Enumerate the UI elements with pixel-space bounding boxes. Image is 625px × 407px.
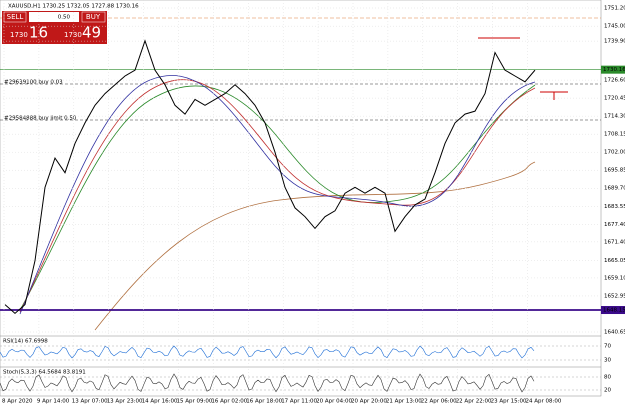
buy-button[interactable]: [81, 11, 106, 23]
oscillator: [0, 373, 535, 393]
stoch-level: 20: [604, 388, 611, 394]
trade-panel: SELL 0.50 BUY 1730 16 1730 49: [2, 11, 107, 44]
moving-average: [19, 84, 536, 311]
sell-button[interactable]: [3, 11, 27, 23]
price-label: 1671.40: [604, 239, 625, 245]
price-label: 1695.85: [604, 168, 625, 174]
moving-average: [94, 161, 536, 331]
price-label: 1702.00: [604, 150, 625, 156]
time-label: 8 Apr 2020: [2, 399, 33, 405]
sell-label: SELL: [7, 13, 24, 21]
time-label: 14 Apr 16:00: [142, 399, 178, 405]
time-label: 13 Apr 23:00: [107, 399, 143, 405]
price-label: 1745.00: [604, 24, 625, 30]
price-label: 1708.15: [604, 132, 625, 138]
oscillator: [0, 345, 535, 359]
time-label: 24 Apr 08:00: [526, 399, 562, 405]
time-label: 20 Apr 20:00: [351, 399, 387, 405]
price-label: 1739.90: [604, 39, 625, 45]
order-label: #29584888 buy limit 0.50: [4, 116, 77, 122]
time-label: 9 Apr 14:00: [37, 399, 70, 405]
stoch-label: Stoch(5,3,3) 64.5684 83.8191: [3, 370, 86, 376]
time-label: 20 Apr 04:00: [316, 399, 352, 405]
time-label: 22 Apr 22:00: [456, 399, 492, 405]
price-label: 1720.45: [604, 96, 625, 102]
time-label: 21 Apr 13:00: [386, 399, 422, 405]
ask-big: 1730: [64, 31, 82, 39]
support-price: 1648.15: [603, 308, 625, 314]
current-price-box: [601, 65, 625, 74]
time-label: 22 Apr 06:00: [421, 399, 457, 405]
drawn-marks: [478, 37, 568, 100]
time-label: 13 Apr 07:00: [72, 399, 108, 405]
buy-label: BUY: [86, 13, 101, 21]
price-label: 1683.55: [604, 204, 625, 210]
time-label: 15 Apr 09:00: [177, 399, 213, 405]
price-label: 1652.95: [604, 293, 625, 299]
price-label: 1665.05: [604, 258, 625, 264]
price-label: 1640.65: [604, 330, 625, 336]
time-label: 16 Apr 02:00: [211, 399, 247, 405]
lot-value: 0.50: [58, 15, 71, 21]
support-box: [601, 306, 625, 315]
bid-small: 16: [29, 24, 48, 42]
time-label: 23 Apr 15:00: [491, 399, 527, 405]
current-price: 1730.16: [603, 67, 625, 73]
price-label: 1726.60: [604, 78, 625, 84]
time-label: 17 Apr 11:00: [281, 399, 317, 405]
price-label: 1659.10: [604, 275, 625, 281]
rsi-label: RSI(14) 67.6998: [3, 339, 48, 345]
rsi-level: 30: [604, 358, 611, 364]
price-label: 1751.20: [604, 6, 625, 12]
lot-input[interactable]: [29, 12, 79, 22]
price-label: 1677.40: [604, 222, 625, 228]
rsi-level: 70: [604, 344, 611, 350]
price-label: 1689.70: [604, 186, 625, 192]
plot-frame: [0, 0, 602, 397]
order-label: #29639100 buy 0.03: [4, 80, 63, 86]
bid-big: 1730: [10, 31, 28, 39]
stoch-level: 80: [604, 375, 611, 381]
ask-small: 49: [82, 24, 101, 42]
moving-average: [19, 75, 536, 315]
price-line: [4, 39, 536, 315]
time-label: 16 Apr 18:00: [246, 399, 282, 405]
price-label: 1714.30: [604, 114, 625, 120]
